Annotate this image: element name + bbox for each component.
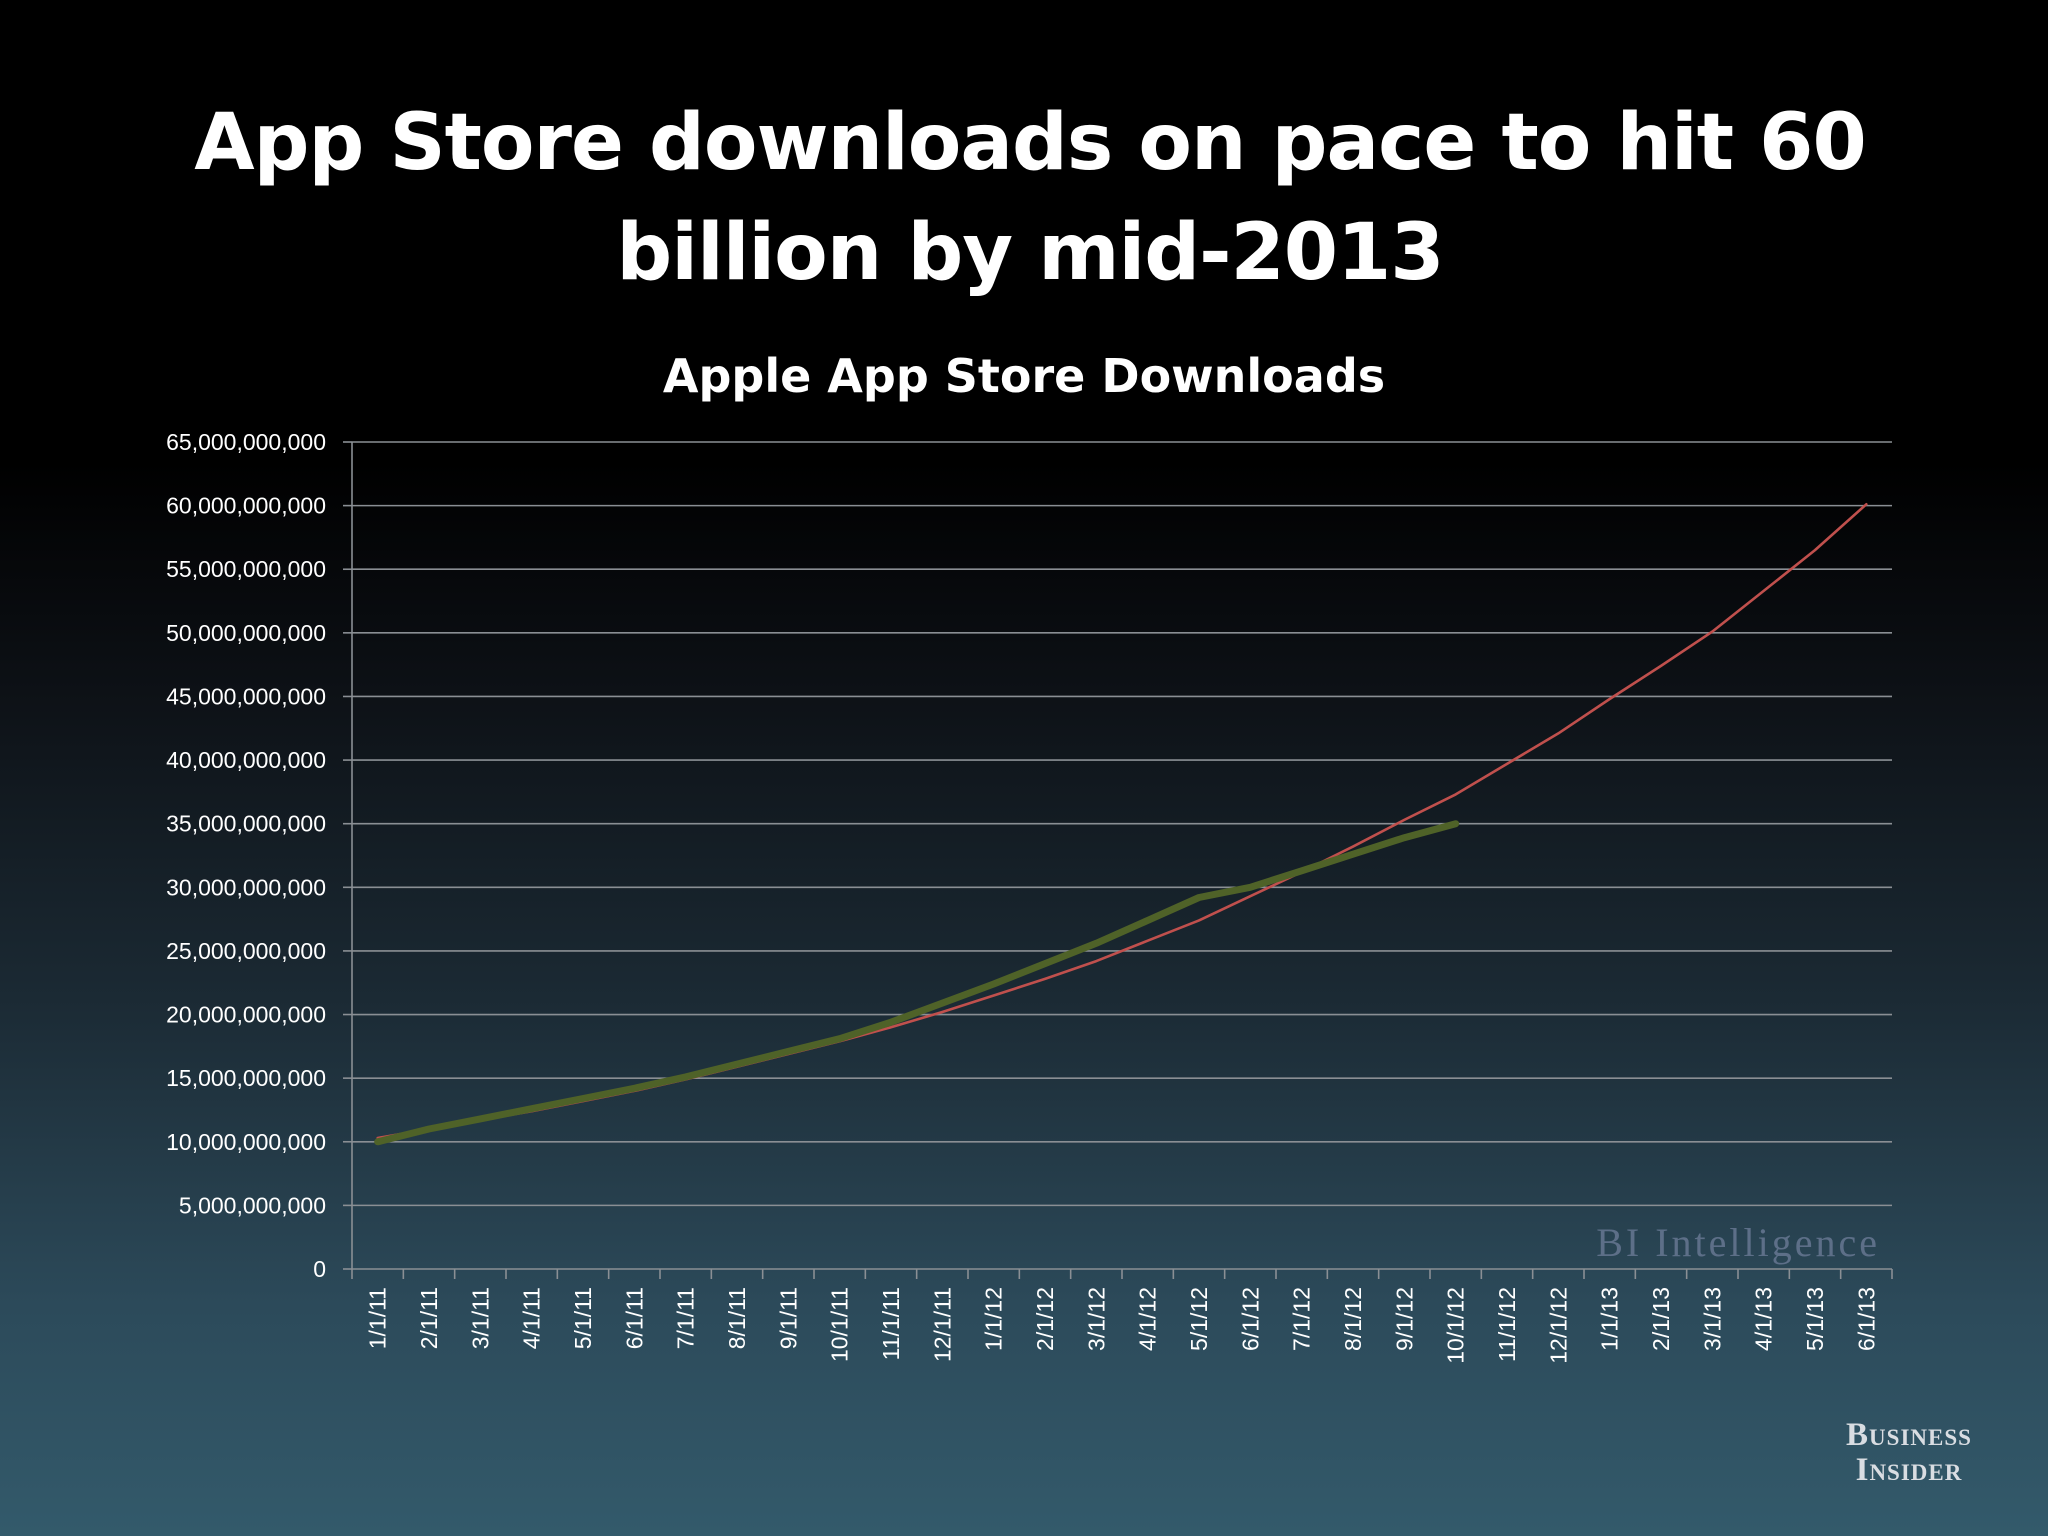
x-tick-label: 5/1/11 <box>570 1287 596 1349</box>
x-tick-label: 7/1/11 <box>673 1287 699 1349</box>
x-tick-label: 11/1/12 <box>1494 1287 1520 1362</box>
gridlines <box>352 441 1892 1207</box>
x-tick-label: 1/1/11 <box>365 1287 391 1349</box>
x-tick-label: 3/1/11 <box>467 1287 493 1349</box>
x-tick-label: 10/1/12 <box>1443 1287 1469 1364</box>
x-tick-label: 9/1/12 <box>1391 1287 1417 1351</box>
x-tick-label: 1/1/12 <box>981 1287 1007 1351</box>
chart-title: Apple App Store Downloads <box>663 349 1385 403</box>
x-tick-label: 3/1/13 <box>1699 1287 1725 1351</box>
x-tick-label: 10/1/11 <box>827 1287 853 1362</box>
x-tick-label: 9/1/11 <box>775 1287 801 1349</box>
y-tick-label: 55,000,000,000 <box>166 556 326 582</box>
x-tick-label: 6/1/12 <box>1237 1287 1263 1351</box>
y-tick-label: 25,000,000,000 <box>166 938 326 964</box>
axes <box>343 441 1893 1279</box>
x-tick-label: 2/1/12 <box>1032 1287 1058 1351</box>
x-tick-label: 12/1/11 <box>929 1287 955 1362</box>
y-tick-label: 45,000,000,000 <box>166 683 326 709</box>
x-tick-label: 8/1/12 <box>1340 1287 1366 1351</box>
x-tick-label: 2/1/11 <box>416 1287 442 1349</box>
series <box>374 502 1868 1146</box>
y-tick-label: 65,000,000,000 <box>166 429 326 455</box>
y-tick-label: 20,000,000,000 <box>166 1002 326 1028</box>
x-tick-label: 2/1/13 <box>1648 1287 1674 1351</box>
business-insider-logo: Business Insider <box>1826 1418 1992 1488</box>
y-tick-label: 40,000,000,000 <box>166 747 326 773</box>
y-tick-label: 15,000,000,000 <box>166 1065 326 1091</box>
logo-line-1: Business <box>1846 1417 1972 1453</box>
y-tick-label: 50,000,000,000 <box>166 620 326 646</box>
x-tick-label: 5/1/13 <box>1802 1287 1828 1351</box>
x-tick-label: 3/1/12 <box>1083 1287 1109 1351</box>
x-tick-label: 8/1/11 <box>724 1287 750 1349</box>
x-tick-label: 12/1/12 <box>1545 1287 1571 1364</box>
x-tick-label: 6/1/13 <box>1853 1287 1879 1351</box>
y-tick-label: 5,000,000,000 <box>179 1192 326 1218</box>
x-tick-label: 4/1/11 <box>519 1287 545 1349</box>
x-axis-ticks: 1/1/11 2/1/11 3/1/11 4/1/11 5/1/11 6/1/11 7/1/… <box>365 1287 1880 1364</box>
bi-intelligence-watermark: BI Intelligence <box>1596 1220 1880 1265</box>
x-tick-label: 7/1/12 <box>1289 1287 1315 1351</box>
slide-title: App Store downloads on pace to hit 60 bi… <box>194 98 1866 298</box>
actual-series-line <box>374 820 1460 1146</box>
logo-line-2: Insider <box>1855 1452 1963 1488</box>
y-tick-label: 0 <box>313 1256 326 1282</box>
y-axis-ticks: 0 5,000,000,000 10,000,000,000 15,000,000,0… <box>166 429 326 1282</box>
x-tick-label: 1/1/13 <box>1597 1287 1623 1351</box>
x-tick-label: 4/1/12 <box>1135 1287 1161 1351</box>
y-tick-label: 30,000,000,000 <box>166 874 326 900</box>
x-tick-label: 11/1/11 <box>878 1287 904 1360</box>
x-tick-label: 5/1/12 <box>1186 1287 1212 1351</box>
x-tick-label: 4/1/13 <box>1751 1287 1777 1351</box>
y-tick-label: 60,000,000,000 <box>166 493 326 519</box>
projection-series-line <box>376 502 1868 1140</box>
y-tick-label: 10,000,000,000 <box>166 1129 326 1155</box>
x-tick-label: 6/1/11 <box>621 1287 647 1349</box>
y-tick-label: 35,000,000,000 <box>166 811 326 837</box>
